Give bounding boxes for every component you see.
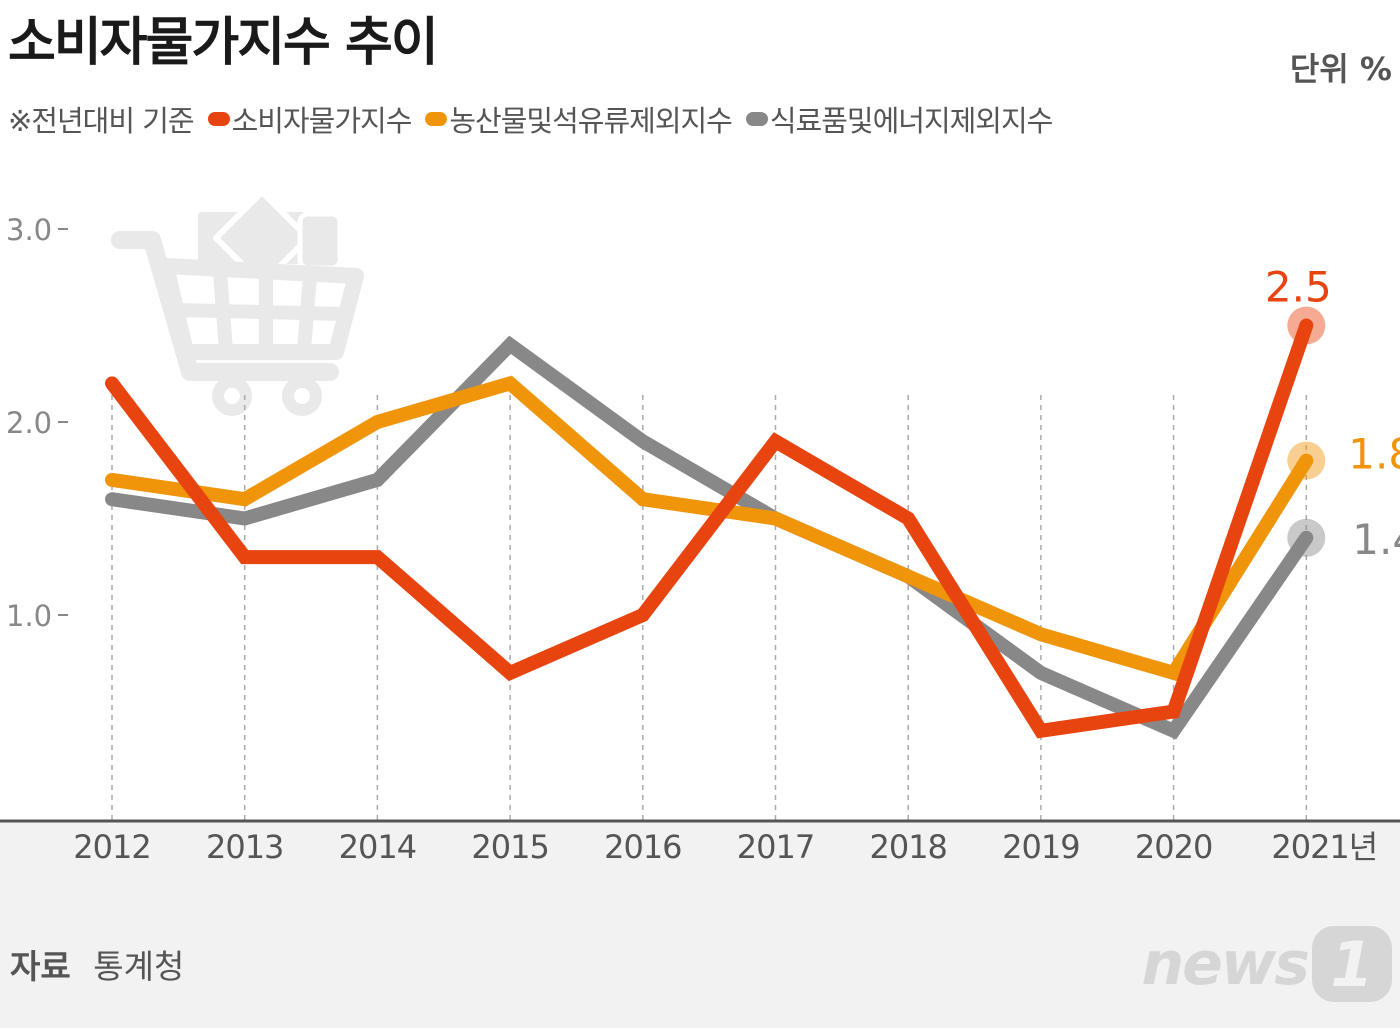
legend-row: ※전년대비 기준 소비자물가지수 농산물및석유류제외지수 식료품및에너지제외지수: [8, 98, 1053, 140]
y-axis: 1.0 2.0 3.0: [6, 213, 68, 633]
brand-mark: 1: [1312, 926, 1392, 1002]
x-tick-label: 2012: [73, 828, 150, 866]
shopping-cart-icon: [111, 189, 364, 416]
x-tick-label: 2020: [1135, 828, 1212, 866]
legend-item-core-agri-oil: 농산물및석유류제외지수: [411, 98, 733, 140]
y-tick-label: 2.0: [6, 406, 52, 440]
x-tick-label: 2021년: [1271, 828, 1377, 866]
y-tick-label: 3.0: [6, 213, 52, 247]
end-marker-core-food-energy: [1287, 518, 1326, 557]
end-label-core-agri-oil: 1.8: [1348, 430, 1400, 479]
source-label: 자료: [10, 947, 71, 986]
x-tick-label: 2017: [737, 828, 814, 866]
unit-label: 단위 %: [1289, 50, 1392, 88]
chart-title: 소비자물가지수 추이: [8, 13, 439, 73]
x-tick-label: 2014: [339, 828, 416, 866]
series-lines: 2.5 1.8 1.4: [105, 263, 1400, 740]
legend-item-cpi: 소비자물가지수: [194, 98, 412, 140]
end-marker-cpi: [1287, 306, 1326, 345]
legend-swatch-cpi: [207, 112, 230, 126]
legend-label-cpi: 소비자물가지수: [231, 104, 413, 138]
basis-note: ※전년대비 기준: [8, 104, 195, 138]
grid-lines: [111, 395, 1308, 821]
end-label-cpi: 2.5: [1265, 263, 1332, 312]
series-line-core-agri-oil: [105, 375, 1314, 682]
y-tick-label: 1.0: [6, 599, 52, 633]
end-marker-core-agri-oil: [1287, 441, 1326, 480]
legend-swatch-core-agri-oil: [425, 112, 448, 126]
brand-logo: news 1: [1141, 926, 1392, 1002]
legend-swatch-core-food-energy: [745, 112, 768, 126]
series-line-core-food-energy: [105, 335, 1314, 740]
legend-label-core-food-energy: 식료품및에너지제외지수: [769, 104, 1053, 138]
x-tick-label: 2015: [471, 828, 548, 866]
x-tick-label: 2013: [206, 828, 283, 866]
end-label-core-food-energy: 1.4: [1352, 515, 1400, 564]
x-tick-label: 2016: [604, 828, 681, 866]
x-tick-label: 2019: [1002, 828, 1079, 866]
x-axis: 2012 2013 2014 2015 2016 2017 2018 2019 2020 2021…: [73, 828, 1378, 866]
legend-item-core-food-energy: 식료품및에너지제외지수: [732, 98, 1053, 140]
footer-band: [0, 822, 1400, 1028]
source-value: 통계청: [93, 947, 185, 986]
series-line-cpi: [105, 318, 1314, 739]
source-credit: 자료 통계청: [10, 940, 184, 988]
legend-label-core-agri-oil: 농산물및석유류제외지수: [449, 104, 732, 138]
brand-text: news: [1141, 929, 1310, 999]
x-tick-label: 2018: [869, 828, 946, 866]
